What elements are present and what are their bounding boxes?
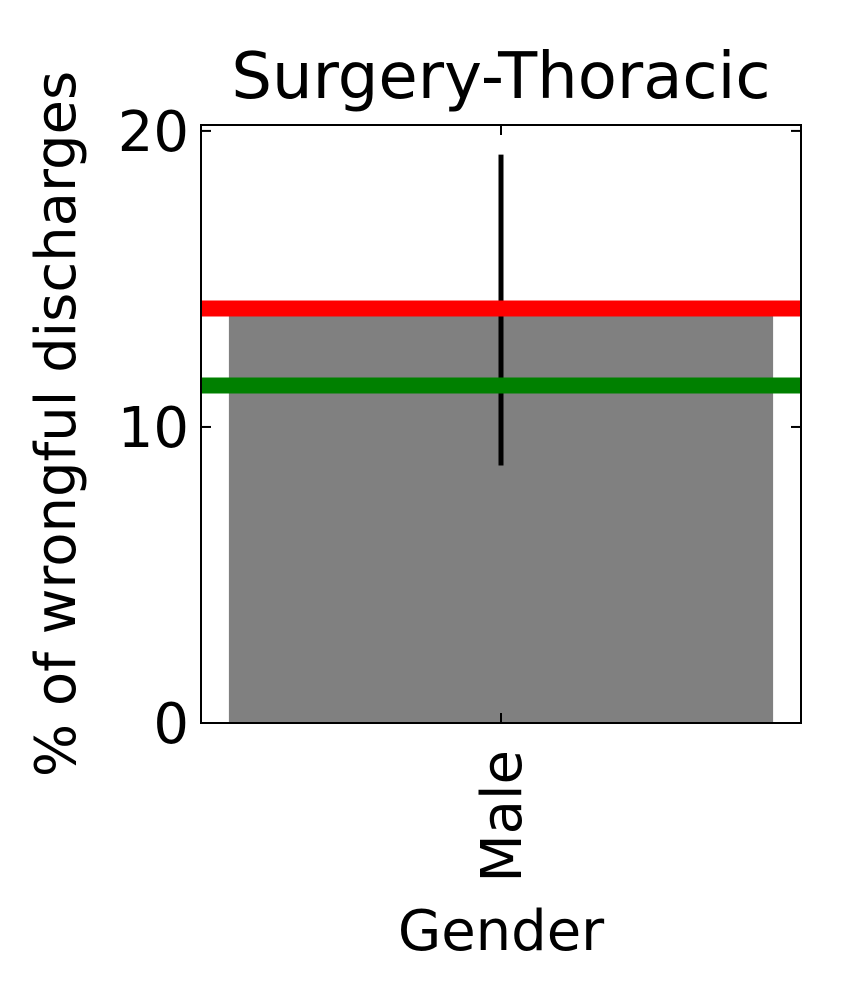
y-tick-label: 20	[118, 100, 189, 165]
reference-lines-layer	[201, 300, 801, 394]
chart-title: Surgery-Thoracic	[231, 40, 770, 114]
y-ticks-layer: 0 10 20	[118, 100, 801, 757]
plot-area: 0 10 20 Male	[118, 100, 802, 883]
y-tick-label: 0	[153, 692, 189, 757]
y-tick-label: 10	[118, 396, 189, 461]
x-axis-label: Gender	[398, 899, 605, 964]
x-tick-label: Male	[470, 750, 535, 883]
y-axis-label: % of wrongful discharges	[24, 71, 89, 777]
x-ticks-layer: Male	[470, 125, 535, 883]
